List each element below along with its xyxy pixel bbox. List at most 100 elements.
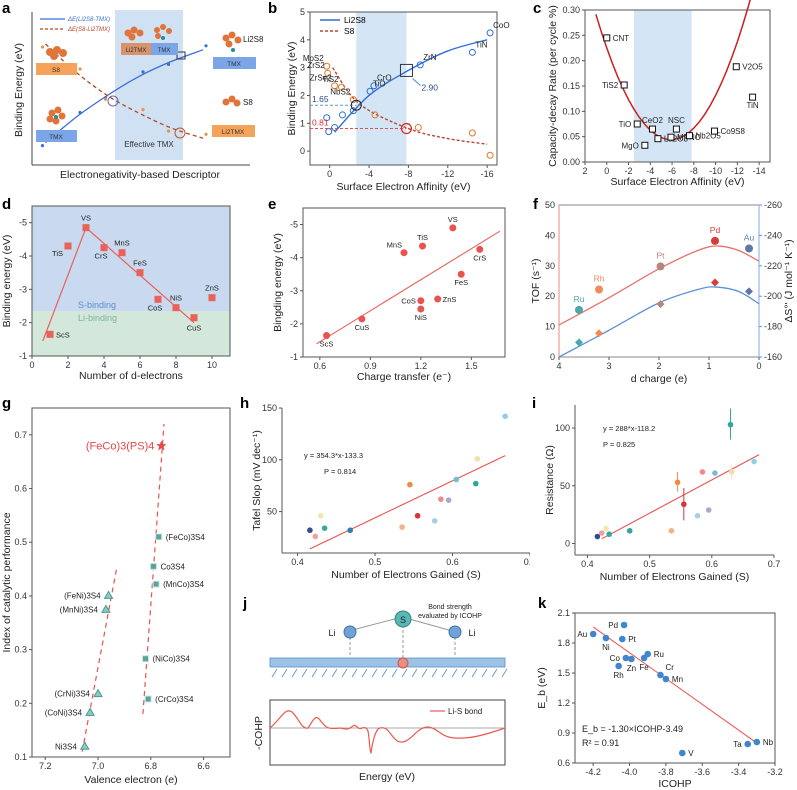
box-label: TMX xyxy=(227,61,241,68)
y-axis-label: Bingding energy (eV) xyxy=(272,233,284,332)
y-axis-label: Index of catalytic performance xyxy=(1,512,13,652)
y-tick-label: -4 xyxy=(290,253,298,263)
x-axis-label: Number of d-electrons xyxy=(79,370,183,382)
point-label: CuS xyxy=(355,323,370,332)
hatch-line xyxy=(441,668,448,678)
x-tick-label: 0.5 xyxy=(369,557,382,567)
data-point xyxy=(85,707,95,716)
data-point xyxy=(685,132,693,140)
hatch-line xyxy=(401,668,408,678)
data-point xyxy=(644,650,652,658)
point-label: V xyxy=(688,749,694,758)
data-point xyxy=(468,48,476,56)
point-label: TiS xyxy=(52,249,63,258)
data-point xyxy=(399,524,405,530)
point-label: CrO xyxy=(377,74,392,83)
y-tick-label: 1.8 xyxy=(557,638,570,648)
data-point xyxy=(166,129,171,133)
fit-line xyxy=(309,455,506,550)
point-label: (MnCo)3S4 xyxy=(163,580,204,589)
x-tick-label: 0 xyxy=(604,166,609,176)
point-label: NiS xyxy=(170,294,182,303)
hatch-line xyxy=(391,668,398,678)
data-point xyxy=(595,329,603,338)
x-tick-label: -12 xyxy=(731,166,744,176)
data-point xyxy=(662,675,670,683)
x-tick-label: -8 xyxy=(404,169,412,179)
point-label: TiN xyxy=(475,40,487,49)
point-label: CoS xyxy=(148,303,163,312)
x-tick-label: -8 xyxy=(690,166,698,176)
fit-line xyxy=(592,626,758,744)
data-point xyxy=(694,512,701,519)
y-tick-label: 50 xyxy=(545,200,555,210)
data-point xyxy=(154,295,162,303)
chart-e: 0.6 0.9 1.2 1.5 -1 -2 -3 -4 -5 Charge transfer (e… xyxy=(272,207,506,383)
data-point xyxy=(594,533,601,540)
data-point xyxy=(136,269,144,277)
data-point xyxy=(656,300,665,309)
x-tick-label: -4 xyxy=(365,169,373,179)
point-label: Rh xyxy=(614,671,624,680)
point-label: CoO xyxy=(493,21,509,30)
data-point xyxy=(468,129,476,137)
x-tick-label: -14 xyxy=(753,166,766,176)
y-tick-label: 150 xyxy=(262,403,277,413)
data-point xyxy=(449,224,457,232)
li-atom-icon xyxy=(231,48,235,52)
value-label: 0.81 xyxy=(312,118,329,128)
x-tick-label: 3 xyxy=(606,361,611,371)
point-label: Co xyxy=(610,654,621,663)
x-tick-label: 2 xyxy=(656,361,661,371)
x-tick-label: 7.2 xyxy=(39,761,52,771)
point-label: V2O5 xyxy=(742,63,763,72)
data-point xyxy=(434,295,442,303)
hatch-line xyxy=(431,668,438,678)
data-point xyxy=(323,331,331,339)
data-point xyxy=(312,533,319,540)
plot-frame xyxy=(309,11,498,166)
y-axis-label: E_b (eV) xyxy=(536,667,548,708)
box-label: TMX xyxy=(49,134,63,141)
box-li2tmx-right xyxy=(212,125,255,137)
crossover-marker xyxy=(350,99,362,111)
chart-j: S Li Li Bond strength evaluated by ICOHP … xyxy=(253,604,508,783)
data-point xyxy=(457,270,465,278)
surface-hatch xyxy=(271,668,508,678)
box-label: Li2TMX xyxy=(126,48,147,54)
point-label: TiO xyxy=(619,120,632,129)
hatch-line xyxy=(471,668,478,678)
data-point xyxy=(149,562,157,570)
point-label: VS xyxy=(448,215,458,224)
li-atom-icon xyxy=(161,36,165,40)
point-label: ZrSe2 xyxy=(310,74,332,83)
point-label: Pt xyxy=(628,635,636,644)
chart-c: 2 0 -2 -4 -6 -8 -10 -12 -14 0.00 0.05 0.10 0.15 0.20 0… xyxy=(547,0,771,188)
panel-label-j: j xyxy=(243,595,248,612)
x-tick-label: 6.8 xyxy=(145,761,158,771)
x-axis-label: Surface Electron Affinity (eV) xyxy=(610,176,744,188)
x-axis-label: ICOHP xyxy=(658,778,691,790)
x-tick-label: -4.2 xyxy=(585,767,601,777)
r2-label: R² = 0.91 xyxy=(582,738,619,748)
panel-label-f: f xyxy=(533,196,538,213)
point-label: TiS xyxy=(417,233,428,242)
box-tmx-mid xyxy=(151,43,178,55)
data-point xyxy=(156,440,167,451)
data-point xyxy=(712,470,718,476)
data-point xyxy=(407,481,413,488)
point-label: Mn xyxy=(672,675,683,684)
point-label: Co9S8 xyxy=(721,127,746,136)
y-tick-label: -3 xyxy=(290,286,298,296)
y-tick-label: 0.1 xyxy=(14,752,27,762)
data-point xyxy=(633,120,641,128)
y-right-tick-label: -260 xyxy=(764,200,782,210)
data-point xyxy=(400,249,408,257)
y-tick-label: 0.5 xyxy=(14,537,27,547)
point-label: Nb2O5 xyxy=(695,132,721,141)
y-tick-label: -5 xyxy=(290,220,298,230)
data-point xyxy=(595,285,603,294)
x-tick-label: 0.4 xyxy=(291,557,304,567)
data-point xyxy=(472,480,479,487)
data-point xyxy=(40,45,45,49)
